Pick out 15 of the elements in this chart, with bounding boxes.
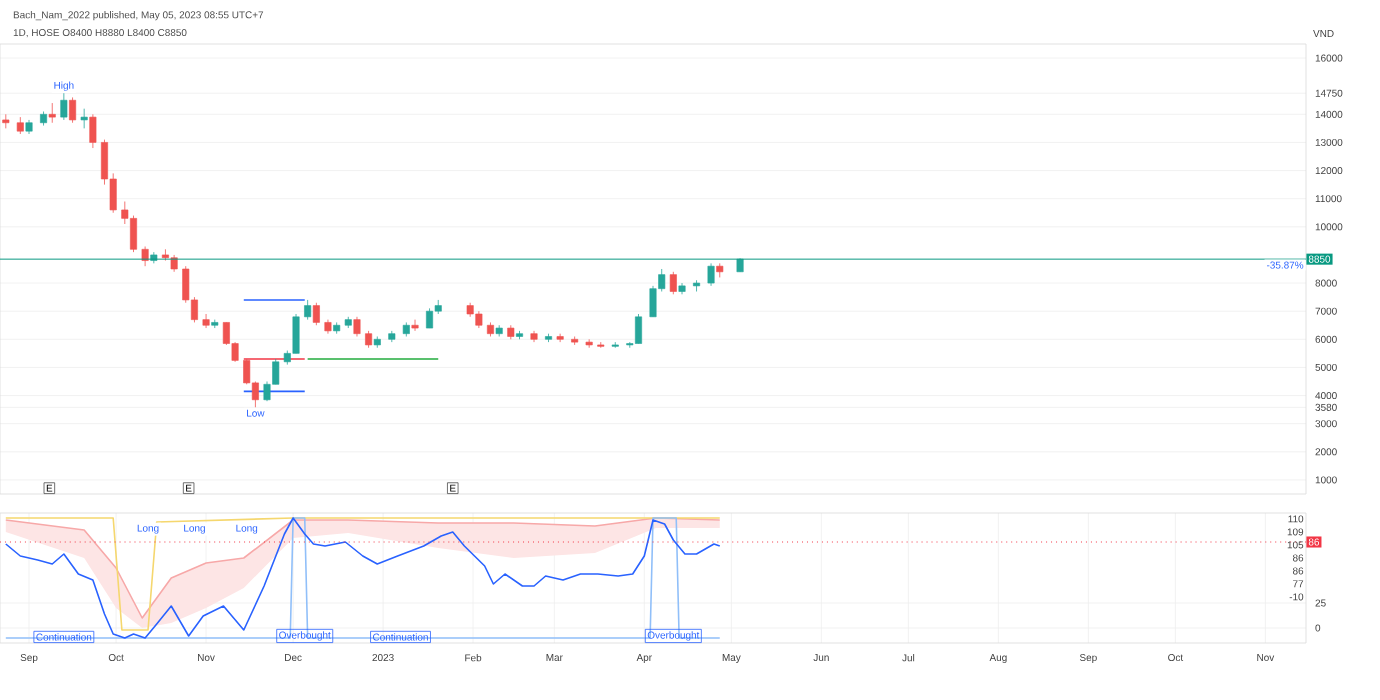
candlestick <box>304 299 312 321</box>
candlestick <box>2 113 10 129</box>
candlestick <box>48 102 56 124</box>
candlestick <box>312 302 320 326</box>
candlestick <box>141 246 149 267</box>
candlestick <box>60 92 68 121</box>
candlestick <box>80 108 88 129</box>
candlestick <box>69 97 77 124</box>
candlestick <box>426 307 434 329</box>
candlestick <box>411 319 419 332</box>
candlestick <box>89 113 97 149</box>
candlestick <box>669 271 677 295</box>
candlestick <box>707 262 715 287</box>
candlestick <box>353 316 361 337</box>
candlestick <box>202 313 210 329</box>
